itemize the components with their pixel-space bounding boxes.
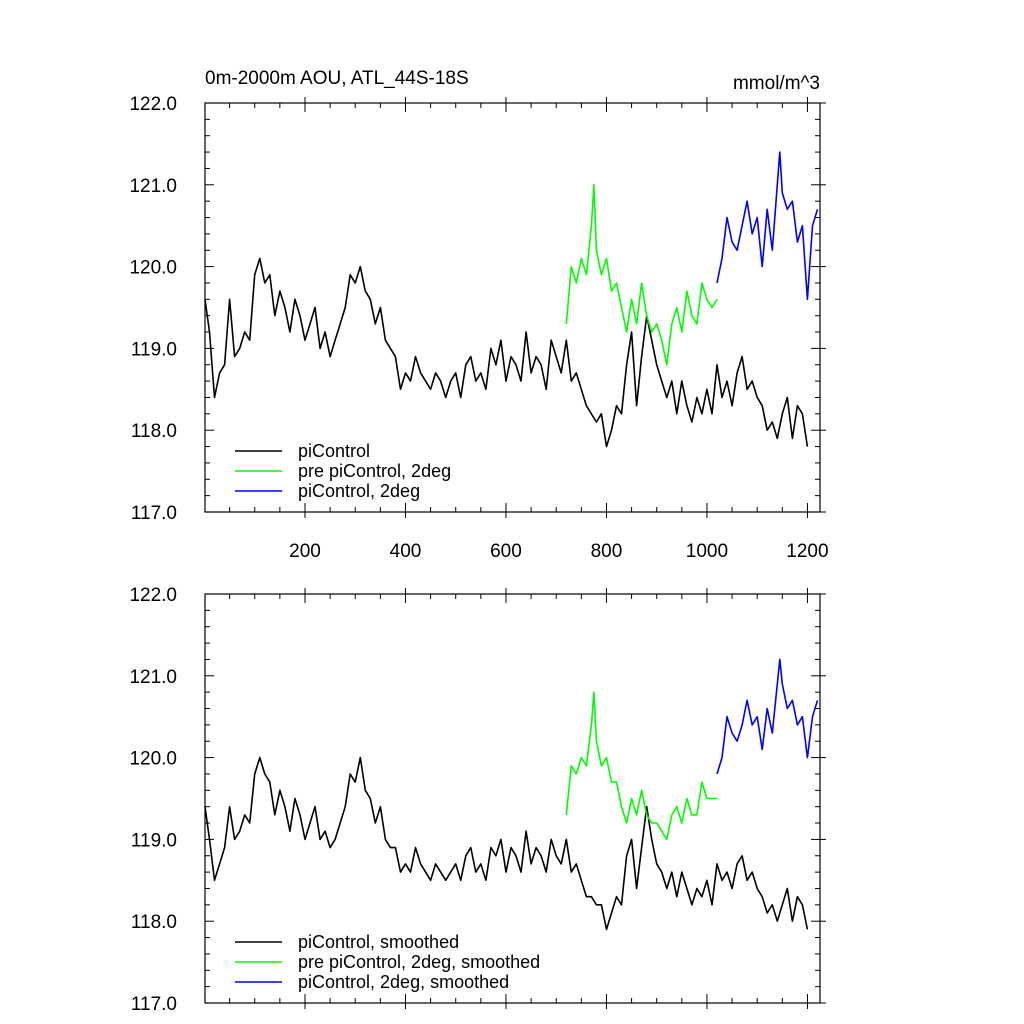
y-tick-label: 121.0	[129, 176, 177, 197]
bottom-panel: 117.0 118.0 119.0 120.0 121.0 122.0 piControl,…	[129, 585, 826, 1015]
plot-frame	[204, 593, 821, 1004]
x-tick-label: 200	[289, 541, 321, 562]
y-tick-label: 120.0	[129, 749, 177, 770]
series-line-1	[565, 691, 717, 841]
y-tick-label: 117.0	[131, 503, 177, 524]
legend-label-1: pre piControl, 2deg	[298, 461, 451, 481]
series-line-0	[204, 756, 809, 931]
y-tick-label: 119.0	[131, 339, 177, 360]
y-tick-label: 119.0	[131, 830, 177, 851]
y-tick-label: 118.0	[131, 912, 177, 933]
chart-units: mmol/m^3	[733, 73, 820, 94]
x-tick-label: 1000	[686, 541, 728, 562]
series-line-1	[565, 184, 718, 366]
legend-label-0: piControl, smoothed	[298, 932, 459, 952]
y-tick-label: 120.0	[129, 258, 177, 279]
x-tick-label: 800	[591, 541, 623, 562]
x-tick-label: 1200	[786, 541, 828, 562]
y-tick-label: 122.0	[129, 585, 177, 606]
x-tick-label: 600	[490, 541, 522, 562]
y-tick-label: 118.0	[131, 421, 177, 442]
x-tick-label: 400	[390, 541, 422, 562]
y-tick-label: 122.0	[129, 94, 177, 115]
series-line-2	[716, 658, 819, 775]
chart-title: 0m-2000m AOU, ATL_44S-18S	[205, 68, 469, 89]
series-line-2	[716, 151, 819, 301]
top-panel: 117.0 118.0 119.0 120.0 121.0 122.0 200 400 600 8…	[129, 68, 828, 562]
legend-label-0: piControl	[298, 441, 370, 461]
plot-frame	[204, 102, 821, 513]
y-tick-label: 117.0	[131, 994, 177, 1015]
legend-label-2: piControl, 2deg, smoothed	[298, 972, 509, 992]
legend-label-1: pre piControl, 2deg, smoothed	[298, 952, 540, 972]
y-tick-label: 121.0	[129, 667, 177, 688]
legend-label-2: piControl, 2deg	[298, 481, 420, 501]
series-line-0	[204, 257, 809, 448]
